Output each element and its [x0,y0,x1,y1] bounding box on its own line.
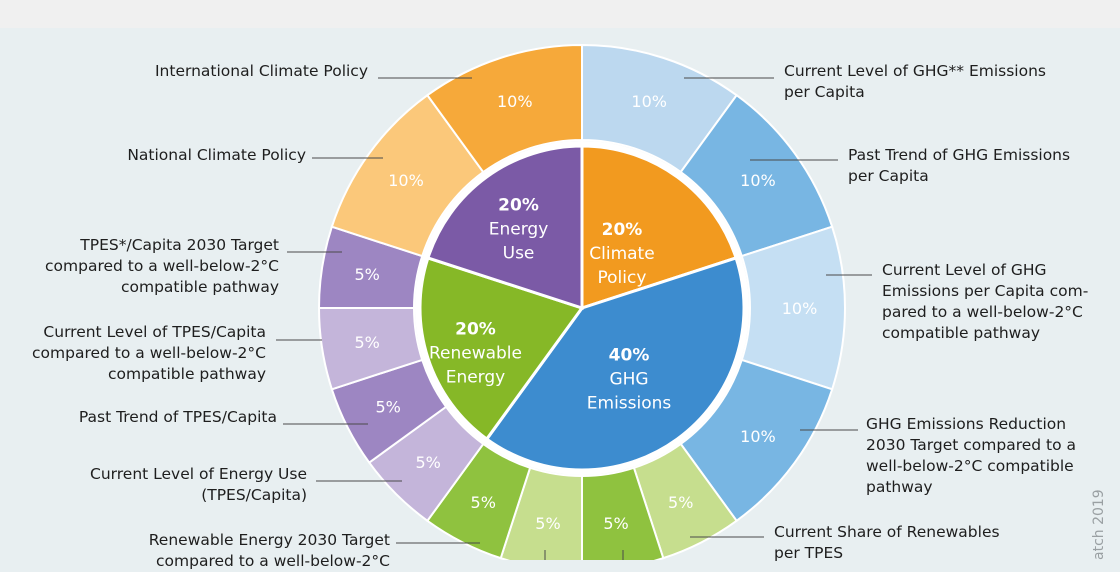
label-renewables-share: Current Share of Renewables per TPES [774,523,1000,562]
outer-segment [581,466,665,560]
label-tpes-target: TPES*/Capita 2030 Target compared to a w… [45,236,279,296]
label-energy-use-current: Current Level of Energy Use (TPES/Capita… [90,465,307,504]
outer-values: 10% 10% 10% 10% 5% 5% 5% 5% 5% 5% 5% 5% 10% 10% [354,92,817,533]
inner-pie [415,141,749,475]
label-tpes-current: Current Level of TPES/Capita compared to… [32,323,266,383]
outer-ring [317,43,846,560]
category-slice [418,256,585,442]
outer-segment-value: 10% [497,92,533,111]
outer-segment-value: 10% [388,171,424,190]
category-percent: 20% [498,196,539,216]
label-renewable-target: Renewable Energy 2030 Target compared to… [148,531,390,570]
outer-segment [426,43,583,174]
category-name: GHG [609,370,648,390]
outer-segment-value: 5% [668,493,693,512]
leader-lines [276,77,872,560]
source-credit: atch 2019 [1091,489,1107,560]
category-name: Climate [589,244,654,264]
outer-segment-value: 10% [631,92,667,111]
top-bar [0,0,1120,28]
category-name: Energy [446,368,506,388]
category-name: Renewable [429,344,522,364]
outer-segment-value: 5% [376,398,401,417]
outer-segment-value: 5% [354,333,379,352]
label-ghg-reduction-target: GHG Emissions Reduction 2030 Target comp… [866,415,1077,496]
label-international-climate-policy: International Climate Policy [154,62,368,80]
category-slice [426,144,584,311]
category-name: Use [503,244,535,264]
category-percent: 20% [602,220,643,240]
outer-segment-value: 10% [740,427,776,446]
category-slice [484,256,746,472]
outer-segment-value: 5% [535,514,560,533]
category-percent: 40% [609,346,650,366]
outer-segment-value: 5% [603,514,628,533]
category-label: 20% Climate Policy [589,220,654,288]
category-name: Policy [598,268,647,288]
outer-segment-value: 5% [416,453,441,472]
outer-segment-value: 10% [740,171,776,190]
outer-segment-value: 10% [782,299,818,318]
label-ghg-trend: Past Trend of GHG Emissions per Capita [848,146,1071,185]
category-name: Emissions [587,394,672,414]
category-label: 20% Energy Use [489,196,549,264]
category-name: Energy [489,220,549,240]
category-labels: 20% Climate Policy 40% GHG Emissions 20% Renewa… [429,196,671,414]
label-national-climate-policy: National Climate Policy [127,146,306,164]
outer-segment-value: 5% [354,265,379,284]
category-label: 20% Renewable Energy [429,320,522,388]
label-ghg-current: Current Level of GHG** Emissions per Cap… [784,62,1046,101]
outer-segment-value: 5% [471,493,496,512]
category-label: 40% GHG Emissions [587,346,672,414]
indicator-wheel: 10% 10% 10% 10% 5% 5% 5% 5% 5% 5% 5% 5% 10% 10% 20% Cl… [276,43,872,560]
category-percent: 20% [455,320,496,340]
category-slice [580,144,738,311]
label-tpes-trend: Past Trend of TPES/Capita [78,408,277,426]
label-ghg-current-compared: Current Level of GHG Emissions per Capit… [882,261,1089,342]
